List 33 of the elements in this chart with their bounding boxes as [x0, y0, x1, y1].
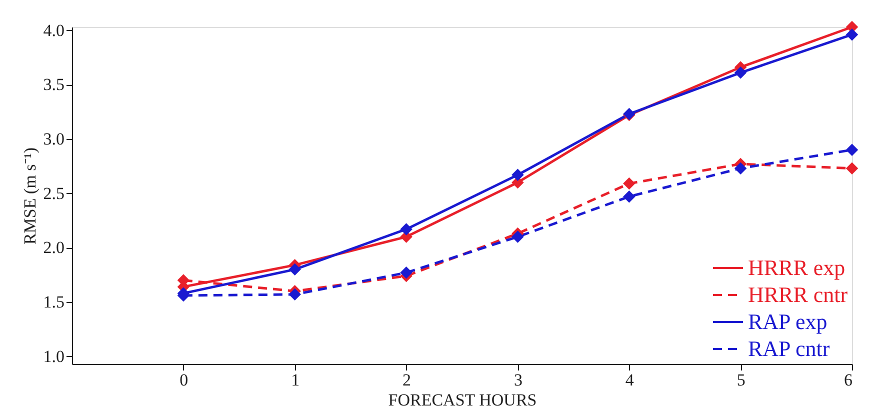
point	[512, 168, 524, 181]
point	[288, 288, 301, 301]
point	[846, 28, 858, 41]
point	[512, 230, 524, 243]
point	[623, 190, 636, 203]
point	[623, 177, 636, 190]
y-tick-label: 1.0	[43, 346, 64, 366]
point	[400, 266, 412, 279]
point	[734, 162, 747, 174]
y-tick-label: 2.0	[43, 238, 64, 258]
legend-label: RAP exp	[748, 309, 828, 334]
x-tick-label: 6	[844, 370, 852, 390]
y-axis-title: RMSE (m s⁻¹)	[20, 147, 40, 245]
legend-label: RAP cntr	[748, 336, 830, 361]
x-tick-label: 3	[514, 370, 522, 390]
point	[846, 144, 858, 156]
y-tick-label: 2.5	[43, 184, 64, 203]
x-tick-label: 5	[736, 370, 746, 390]
point	[846, 162, 858, 174]
point	[288, 263, 301, 276]
x-tick-label: 2	[402, 370, 412, 390]
x-axis-title: FORECAST HOURS	[388, 390, 537, 410]
legend-label: HRRR exp	[748, 255, 846, 280]
y-tick-label: 3.0	[43, 129, 64, 148]
point	[734, 66, 747, 79]
x-tick-label: 0	[180, 370, 188, 390]
x-tick-label: 4	[625, 370, 634, 390]
y-tick-label: 3.5	[43, 75, 64, 94]
legend-label: HRRR cntr	[748, 282, 848, 307]
x-tick-label: 1	[291, 370, 300, 390]
y-tick-label: 4.0	[43, 20, 64, 40]
point	[400, 223, 412, 236]
y-tick-label: 1.5	[43, 292, 64, 312]
